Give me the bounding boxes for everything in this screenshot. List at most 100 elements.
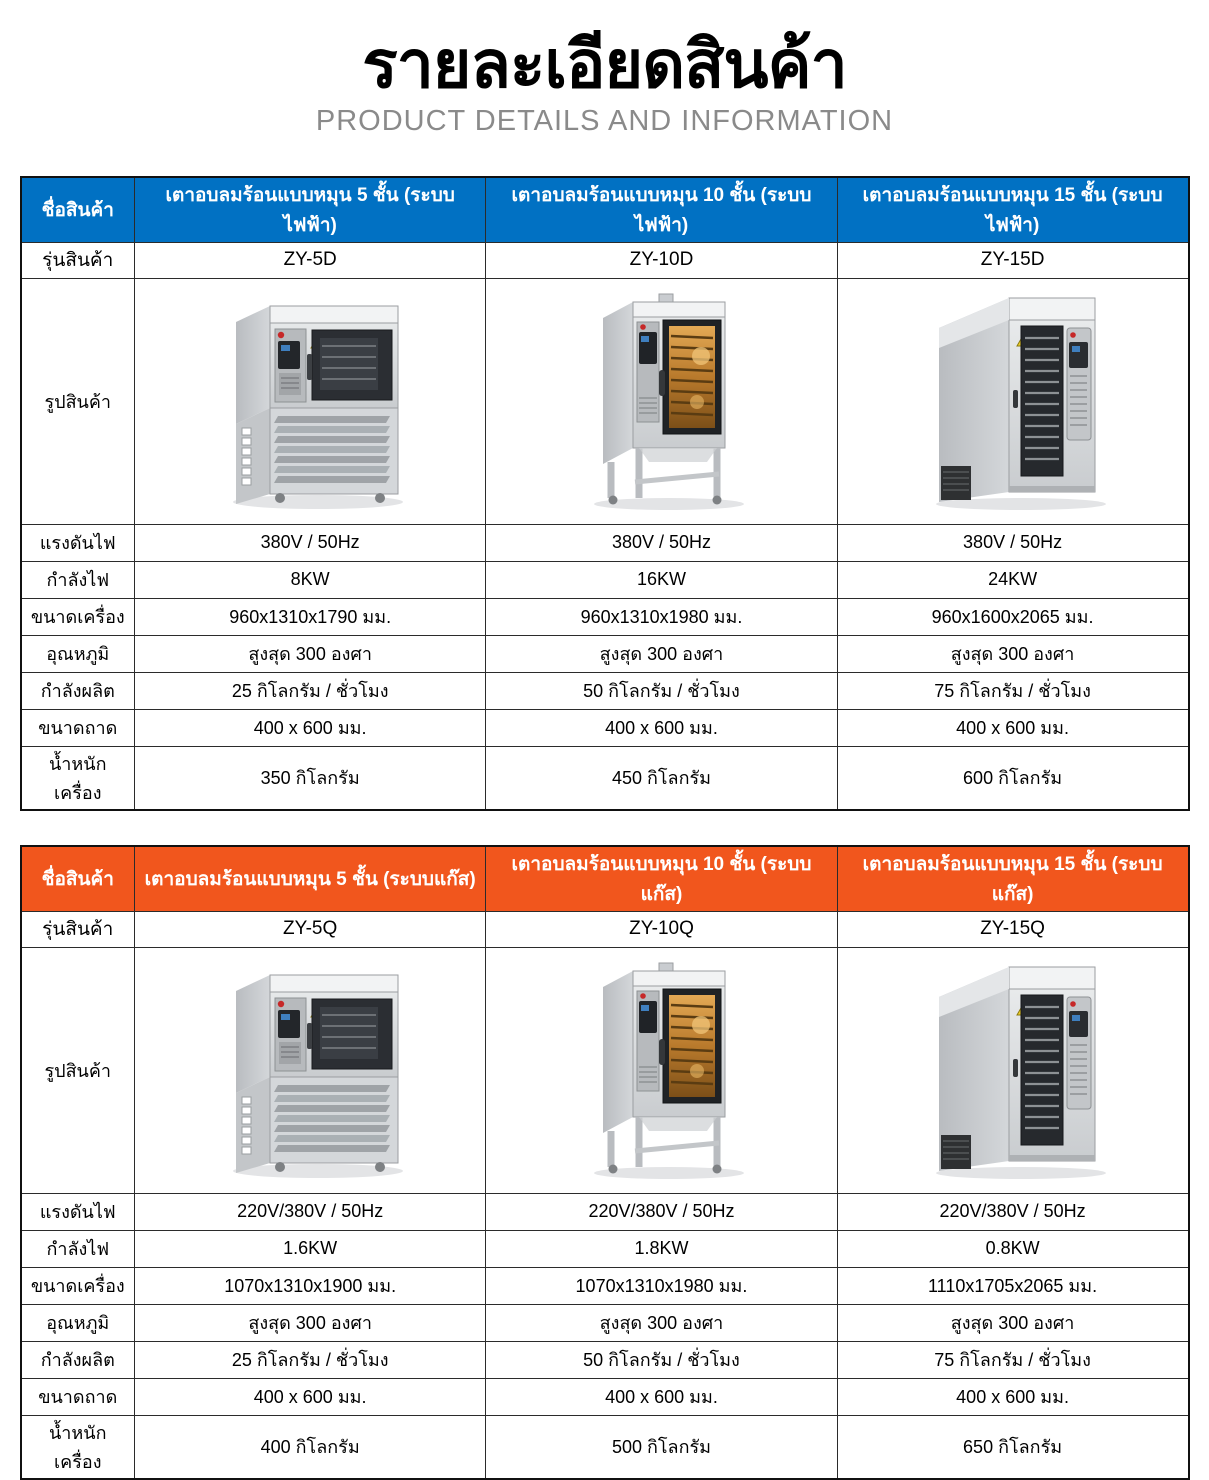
image-row: รูปสินค้า: [20, 946, 1190, 1194]
row-label-size: ขนาดเครื่อง: [20, 1266, 135, 1305]
voltage-value: 220V/380V / 50Hz: [836, 1192, 1190, 1231]
row-label-capacity: กำลังผลิต: [20, 1340, 135, 1379]
voltage-value: 380V / 50Hz: [836, 523, 1190, 562]
gas-ovens-table: ชื่อสินค้า เตาอบลมร้อนแบบหมุน 5 ชั้น (ระ…: [19, 844, 1190, 1480]
temperature-value: สูงสุด 300 องศา: [485, 1303, 838, 1342]
image-row: รูปสินค้า: [20, 277, 1190, 525]
size-row: ขนาดเครื่อง 960x1310x1790 มม. 960x1310x1…: [20, 597, 1190, 636]
model-value: ZY-15D: [836, 241, 1190, 279]
row-label-temperature: อุณหภูมิ: [20, 634, 135, 673]
capacity-row: กำลังผลิต 25 กิโลกรัม / ชั่วโมง 50 กิโลก…: [20, 1340, 1190, 1379]
voltage-row: แรงดันไฟ 220V/380V / 50Hz 220V/380V / 50…: [20, 1192, 1190, 1231]
header-product-1: เตาอบลมร้อนแบบหมุน 5 ชั้น (ระบบไฟฟ้า): [133, 176, 487, 243]
oven-10-tier-image: [531, 955, 791, 1185]
voltage-row: แรงดันไฟ 380V / 50Hz 380V / 50Hz 380V / …: [20, 523, 1190, 562]
voltage-value: 220V/380V / 50Hz: [133, 1192, 487, 1231]
oven-5-tier-image: [180, 955, 440, 1185]
model-value: ZY-5D: [133, 241, 487, 279]
size-value: 1110x1705x2065 มม.: [836, 1266, 1190, 1305]
capacity-value: 50 กิโลกรัม / ชั่วโมง: [485, 671, 838, 710]
temperature-row: อุณหภูมิ สูงสุด 300 องศา สูงสุด 300 องศา…: [20, 634, 1190, 673]
temperature-value: สูงสุด 300 องศา: [836, 634, 1190, 673]
capacity-row: กำลังผลิต 25 กิโลกรัม / ชั่วโมง 50 กิโลก…: [20, 671, 1190, 710]
power-value: 0.8KW: [836, 1229, 1190, 1268]
row-label-weight: น้ำหนักเครื่อง: [20, 745, 135, 811]
product-image-cell: [133, 277, 487, 525]
temperature-value: สูงสุด 300 องศา: [485, 634, 838, 673]
capacity-value: 75 กิโลกรัม / ชั่วโมง: [836, 1340, 1190, 1379]
voltage-value: 380V / 50Hz: [485, 523, 838, 562]
size-row: ขนาดเครื่อง 1070x1310x1900 มม. 1070x1310…: [20, 1266, 1190, 1305]
capacity-value: 25 กิโลกรัม / ชั่วโมง: [133, 671, 487, 710]
tray-value: 400 x 600 มม.: [133, 1377, 487, 1416]
tray-value: 400 x 600 มม.: [133, 708, 487, 747]
model-value: ZY-15Q: [836, 910, 1190, 948]
oven-5-tier-image: [180, 286, 440, 516]
row-label-tray: ขนาดถาด: [20, 1377, 135, 1416]
page-title: รายละเอียดสินค้า: [362, 27, 847, 101]
power-value: 8KW: [133, 560, 487, 599]
weight-row: น้ำหนักเครื่อง 400 กิโลกรัม 500 กิโลกรัม…: [20, 1414, 1190, 1480]
header-product-1: เตาอบลมร้อนแบบหมุน 5 ชั้น (ระบบแก๊ส): [133, 845, 487, 912]
model-row: รุ่นสินค้า ZY-5D ZY-10D ZY-15D: [20, 241, 1190, 279]
tray-row: ขนาดถาด 400 x 600 มม. 400 x 600 มม. 400 …: [20, 1377, 1190, 1416]
weight-value: 350 กิโลกรัม: [133, 745, 487, 811]
row-label-voltage: แรงดันไฟ: [20, 1192, 135, 1231]
temperature-row: อุณหภูมิ สูงสุด 300 องศา สูงสุด 300 องศา…: [20, 1303, 1190, 1342]
power-value: 1.8KW: [485, 1229, 838, 1268]
capacity-value: 25 กิโลกรัม / ชั่วโมง: [133, 1340, 487, 1379]
row-label-model: รุ่นสินค้า: [20, 910, 135, 948]
header-row: ชื่อสินค้า เตาอบลมร้อนแบบหมุน 5 ชั้น (ระ…: [20, 845, 1190, 912]
model-value: ZY-10Q: [485, 910, 838, 948]
row-label-model: รุ่นสินค้า: [20, 241, 135, 279]
weight-row: น้ำหนักเครื่อง 350 กิโลกรัม 450 กิโลกรัม…: [20, 745, 1190, 811]
weight-value: 500 กิโลกรัม: [485, 1414, 838, 1480]
oven-10-tier-image: [531, 286, 791, 516]
power-value: 16KW: [485, 560, 838, 599]
oven-15-tier-image: [883, 955, 1143, 1185]
row-label-tray: ขนาดถาด: [20, 708, 135, 747]
tray-row: ขนาดถาด 400 x 600 มม. 400 x 600 มม. 400 …: [20, 708, 1190, 747]
oven-15-tier-image: [883, 286, 1143, 516]
weight-value: 450 กิโลกรัม: [485, 745, 838, 811]
voltage-value: 380V / 50Hz: [133, 523, 487, 562]
electric-ovens-table: ชื่อสินค้า เตาอบลมร้อนแบบหมุน 5 ชั้น (ระ…: [19, 175, 1190, 811]
tray-value: 400 x 600 มม.: [836, 708, 1190, 747]
voltage-value: 220V/380V / 50Hz: [485, 1192, 838, 1231]
row-label-voltage: แรงดันไฟ: [20, 523, 135, 562]
size-value: 960x1310x1980 มม.: [485, 597, 838, 636]
weight-value: 600 กิโลกรัม: [836, 745, 1190, 811]
header-product-3: เตาอบลมร้อนแบบหมุน 15 ชั้น (ระบบแก๊ส): [836, 845, 1190, 912]
product-image-cell: [133, 946, 487, 1194]
product-image-cell: [485, 946, 838, 1194]
row-label-weight: น้ำหนักเครื่อง: [20, 1414, 135, 1480]
power-row: กำลังไฟ 1.6KW 1.8KW 0.8KW: [20, 1229, 1190, 1268]
power-value: 24KW: [836, 560, 1190, 599]
header-product-3: เตาอบลมร้อนแบบหมุน 15 ชั้น (ระบบไฟฟ้า): [836, 176, 1190, 243]
power-value: 1.6KW: [133, 1229, 487, 1268]
weight-value: 650 กิโลกรัม: [836, 1414, 1190, 1480]
model-row: รุ่นสินค้า ZY-5Q ZY-10Q ZY-15Q: [20, 910, 1190, 948]
header-row: ชื่อสินค้า เตาอบลมร้อนแบบหมุน 5 ชั้น (ระ…: [20, 176, 1190, 243]
capacity-value: 75 กิโลกรัม / ชั่วโมง: [836, 671, 1190, 710]
capacity-value: 50 กิโลกรัม / ชั่วโมง: [485, 1340, 838, 1379]
row-label-image: รูปสินค้า: [20, 277, 135, 525]
size-value: 1070x1310x1900 มม.: [133, 1266, 487, 1305]
temperature-value: สูงสุด 300 องศา: [836, 1303, 1190, 1342]
power-row: กำลังไฟ 8KW 16KW 24KW: [20, 560, 1190, 599]
row-label-size: ขนาดเครื่อง: [20, 597, 135, 636]
weight-value: 400 กิโลกรัม: [133, 1414, 487, 1480]
row-label-temperature: อุณหภูมิ: [20, 1303, 135, 1342]
tray-value: 400 x 600 มม.: [836, 1377, 1190, 1416]
product-image-cell: [836, 277, 1190, 525]
row-label-power: กำลังไฟ: [20, 1229, 135, 1268]
product-image-cell: [485, 277, 838, 525]
tray-value: 400 x 600 มม.: [485, 708, 838, 747]
header-product-2: เตาอบลมร้อนแบบหมุน 10 ชั้น (ระบบแก๊ส): [485, 845, 838, 912]
tray-value: 400 x 600 มม.: [485, 1377, 838, 1416]
size-value: 960x1310x1790 มม.: [133, 597, 487, 636]
model-value: ZY-10D: [485, 241, 838, 279]
page-subtitle: PRODUCT DETAILS AND INFORMATION: [315, 104, 894, 137]
size-value: 960x1600x2065 มม.: [836, 597, 1190, 636]
header-product-name: ชื่อสินค้า: [20, 176, 135, 243]
